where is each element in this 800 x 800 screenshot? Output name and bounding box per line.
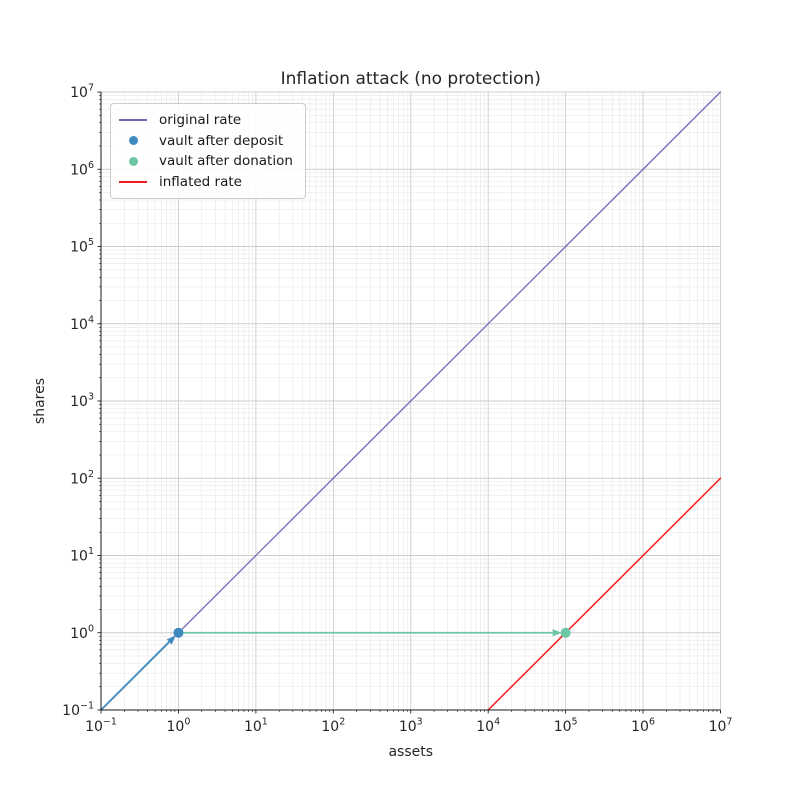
inflated-rate-line-swatch: [119, 181, 147, 184]
svg-text:107: 107: [709, 717, 733, 736]
svg-text:102: 102: [321, 717, 345, 736]
legend-label: inflated rate: [159, 174, 242, 191]
vault-after-donation-dot-swatch: [119, 156, 147, 166]
tick-labels: 10−1 100 101 102 103 104 105 106 107 10−1 100 101 10…: [62, 83, 732, 736]
svg-text:10−1: 10−1: [62, 701, 94, 720]
x-axis-label: assets: [388, 744, 433, 760]
svg-text:106: 106: [631, 717, 655, 736]
svg-text:105: 105: [70, 237, 94, 256]
legend-entry-vault-after-donation: vault after donation: [119, 151, 293, 172]
legend-line-swatch: [119, 181, 147, 184]
original-rate-line-swatch: [119, 119, 147, 122]
svg-text:101: 101: [244, 717, 268, 736]
legend-label: vault after donation: [159, 153, 293, 170]
svg-text:105: 105: [554, 717, 578, 736]
y-axis-label: shares: [32, 378, 48, 424]
legend-entry-inflated-rate: inflated rate: [119, 172, 293, 193]
axes-spines-ticks: [97, 91, 721, 714]
legend-dot-swatch: [128, 136, 138, 146]
legend-line-swatch: [119, 119, 147, 122]
svg-text:100: 100: [167, 717, 191, 736]
vault-after-deposit-dot-swatch: [119, 136, 147, 146]
legend-label: original rate: [159, 112, 242, 129]
chart-title: Inflation attack (no protection): [281, 69, 541, 89]
legend-entry-vault-after-deposit: vault after deposit: [119, 131, 293, 152]
svg-text:102: 102: [70, 469, 94, 488]
svg-text:104: 104: [476, 717, 500, 736]
svg-text:103: 103: [70, 392, 94, 411]
svg-text:101: 101: [70, 546, 94, 565]
svg-text:10−1: 10−1: [85, 717, 117, 736]
data-series: [100, 91, 722, 711]
legend-label: vault after deposit: [159, 132, 284, 149]
svg-text:106: 106: [70, 160, 94, 179]
legend-entry-original-rate: original rate: [119, 110, 293, 131]
svg-text:107: 107: [70, 83, 94, 102]
legend-dot-swatch: [128, 156, 138, 166]
svg-text:104: 104: [70, 314, 94, 333]
legend: original rate vault after deposit vault …: [110, 103, 306, 200]
svg-text:103: 103: [399, 717, 423, 736]
svg-text:100: 100: [70, 623, 94, 642]
